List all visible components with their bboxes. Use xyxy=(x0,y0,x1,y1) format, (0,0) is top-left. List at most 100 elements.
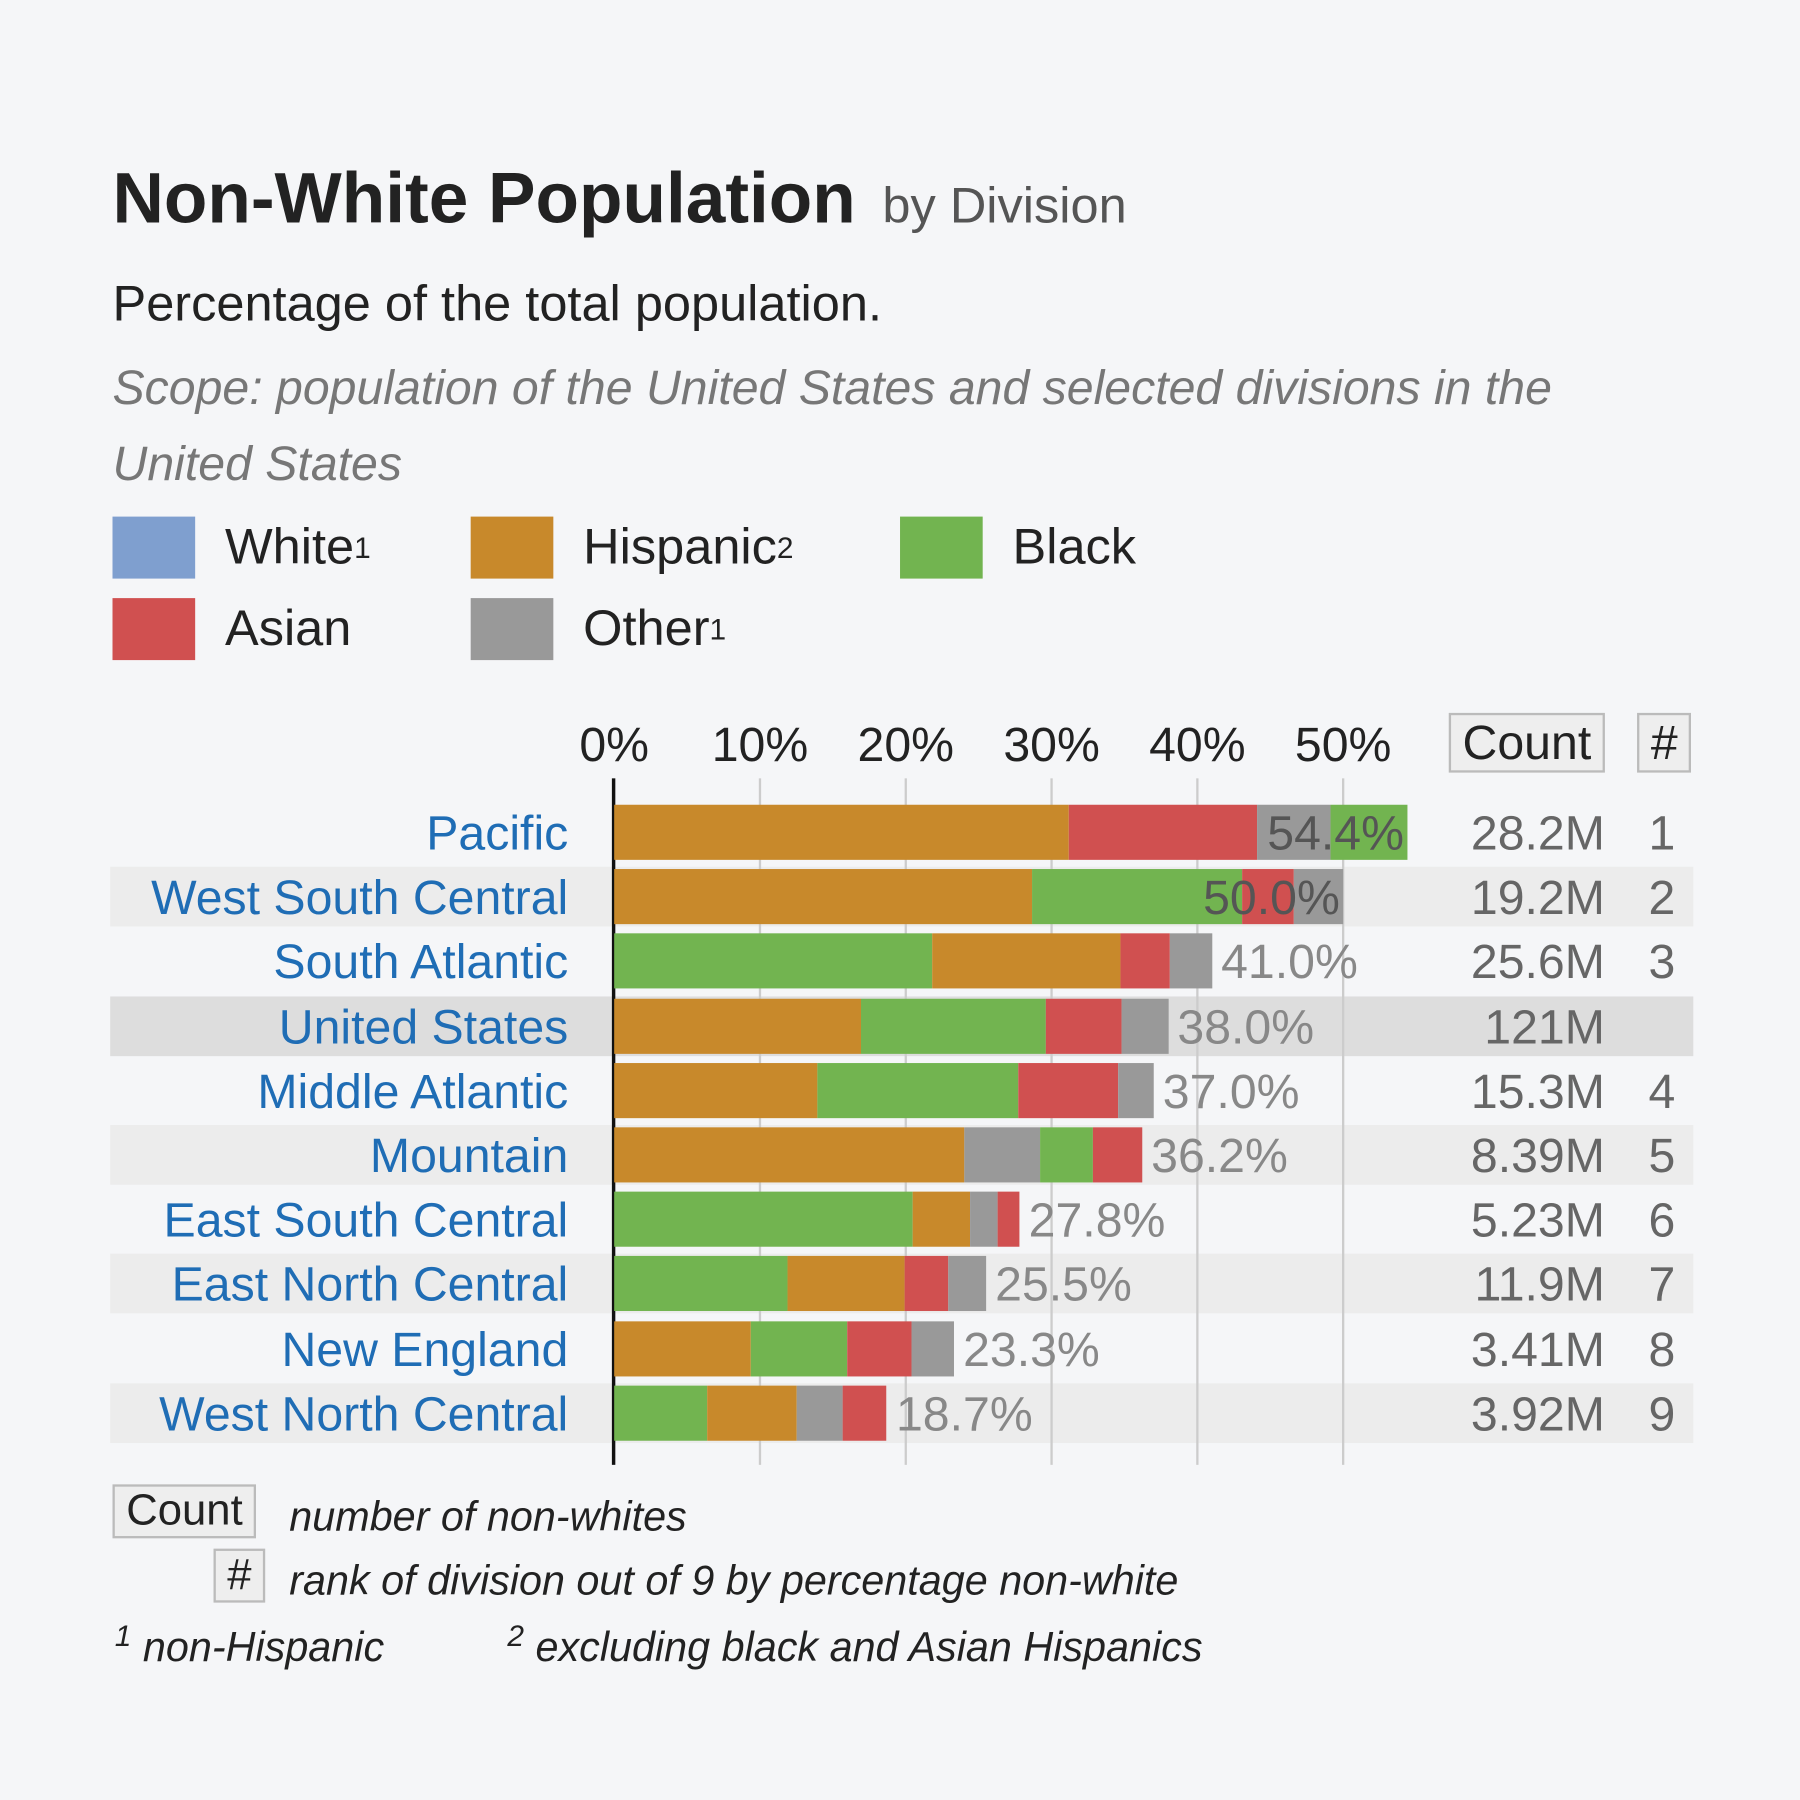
count-value: 3.92M xyxy=(1470,1386,1605,1441)
count-column-header[interactable]: Count xyxy=(1448,712,1605,773)
row-label[interactable]: United States xyxy=(278,999,569,1054)
bar-total-label: 27.8% xyxy=(1028,1192,1166,1247)
count-value: 19.2M xyxy=(1470,870,1605,925)
x-tick-label: 0% xyxy=(579,717,650,772)
rank-description: rank of division out of 9 by percentage … xyxy=(289,1556,1179,1604)
row-label[interactable]: West South Central xyxy=(151,870,569,925)
bar-segment-asian xyxy=(1120,933,1170,989)
gridline xyxy=(1196,778,1199,1465)
x-tick-label: 10% xyxy=(711,717,809,772)
row-label[interactable]: New England xyxy=(281,1322,569,1376)
subtitle: Percentage of the total population. xyxy=(112,275,882,332)
chart-title: Non-White Population by Division xyxy=(113,158,1127,240)
bar-total-label: 50.0% xyxy=(1203,870,1340,925)
legend-swatch xyxy=(900,516,983,579)
rank-value: 6 xyxy=(1648,1192,1676,1247)
row-label[interactable]: Pacific xyxy=(426,805,569,860)
bar-total-label: 25.5% xyxy=(995,1257,1132,1312)
row-label[interactable]: East South Central xyxy=(163,1192,569,1247)
bar-segment-other xyxy=(911,1320,954,1376)
bar-segment-other xyxy=(1293,869,1344,925)
legend-swatch xyxy=(470,516,554,579)
legend-item-asian: Asian xyxy=(112,598,351,661)
bar-total-label: 18.7% xyxy=(895,1386,1033,1441)
rank-key: # xyxy=(213,1548,266,1603)
bar-segment-black xyxy=(614,1385,708,1441)
legend-swatch xyxy=(112,598,196,661)
bar-segment-asian xyxy=(1018,1062,1119,1118)
legend-label: White xyxy=(225,518,355,576)
count-value: 3.41M xyxy=(1470,1322,1605,1376)
count-value: 8.39M xyxy=(1470,1128,1605,1183)
count-value: 25.6M xyxy=(1470,934,1605,989)
legend-label: Other xyxy=(583,600,710,657)
bar-total-label: 41.0% xyxy=(1221,934,1358,989)
footnote-1: 1 non-Hispanic xyxy=(114,1618,385,1671)
bar-total-label: 54.4% xyxy=(1267,805,1404,860)
bar-segment-other xyxy=(948,1256,986,1312)
legend-label: Black xyxy=(1012,518,1137,576)
bar-segment-hispanic xyxy=(614,1127,965,1183)
bar-segment-other xyxy=(1118,1062,1154,1118)
row-label[interactable]: Middle Atlantic xyxy=(257,1063,569,1118)
count-key: Count xyxy=(112,1484,257,1539)
title-suffix: by Division xyxy=(882,177,1127,235)
gridline xyxy=(1050,778,1053,1465)
legend-swatch xyxy=(112,516,196,579)
bar-segment-hispanic xyxy=(614,869,1033,925)
row-label[interactable]: Mountain xyxy=(369,1128,569,1183)
bar-segment-hispanic xyxy=(614,1320,752,1376)
row-label[interactable]: South Atlantic xyxy=(273,934,569,989)
bar-segment-asian xyxy=(847,1320,912,1376)
rank-column-header[interactable]: # xyxy=(1637,712,1692,773)
bar-segment-hispanic xyxy=(787,1256,905,1312)
bar-segment-hispanic xyxy=(614,804,1070,860)
rank-value: 5 xyxy=(1648,1128,1676,1183)
bar-segment-asian xyxy=(1242,869,1294,925)
bar-segment-hispanic xyxy=(932,933,1121,989)
rank-value: 4 xyxy=(1648,1063,1676,1118)
rank-value: 3 xyxy=(1648,934,1676,989)
rank-value: 2 xyxy=(1648,870,1676,925)
rank-value: 1 xyxy=(1648,805,1676,860)
bar-segment-asian xyxy=(997,1191,1020,1247)
bar-total-label: 23.3% xyxy=(963,1322,1100,1376)
gridline xyxy=(758,778,762,1465)
bar-segment-black xyxy=(1039,1127,1093,1183)
count-value: 15.3M xyxy=(1470,1063,1605,1118)
bar-segment-black xyxy=(1032,869,1243,925)
rank-value: 7 xyxy=(1648,1257,1676,1312)
x-axis-zero-line xyxy=(611,778,616,1465)
bar-segment-black xyxy=(816,1062,1019,1118)
bar-segment-other xyxy=(1121,998,1169,1054)
row-band xyxy=(110,1383,1694,1443)
legend-item-black: Black xyxy=(900,516,1137,579)
bar-segment-hispanic xyxy=(614,1062,817,1118)
x-tick-label: 20% xyxy=(857,717,955,772)
legend-swatch xyxy=(470,598,554,661)
row-label[interactable]: West North Central xyxy=(159,1386,569,1441)
row-label[interactable]: East North Central xyxy=(171,1257,569,1312)
legend-item-white: White 1 xyxy=(112,516,371,579)
bar-segment-other xyxy=(796,1385,844,1441)
bar-segment-hispanic xyxy=(614,998,861,1054)
bar-segment-other xyxy=(1169,933,1212,989)
bar-segment-asian xyxy=(904,1256,949,1312)
legend-label: Hispanic xyxy=(583,518,777,576)
bar-segment-asian xyxy=(1045,998,1122,1054)
bar-segment-black xyxy=(614,933,933,989)
footnote-2: 2 excluding black and Asian Hispanics xyxy=(507,1618,1203,1671)
count-description: number of non-whites xyxy=(289,1492,687,1540)
count-value: 11.9M xyxy=(1474,1257,1605,1312)
bar-segment-black xyxy=(860,998,1046,1054)
bar-segment-black xyxy=(1330,804,1408,860)
title-main: Non-White Population xyxy=(112,159,856,239)
legend-item-hispanic: Hispanic 2 xyxy=(470,516,794,579)
rank-value: 9 xyxy=(1648,1386,1676,1441)
bar-total-label: 36.2% xyxy=(1151,1128,1288,1183)
count-value: 5.23M xyxy=(1470,1192,1605,1247)
bar-segment-other xyxy=(1257,804,1331,860)
bar-segment-black xyxy=(614,1256,788,1312)
bar-segment-asian xyxy=(1069,804,1258,860)
